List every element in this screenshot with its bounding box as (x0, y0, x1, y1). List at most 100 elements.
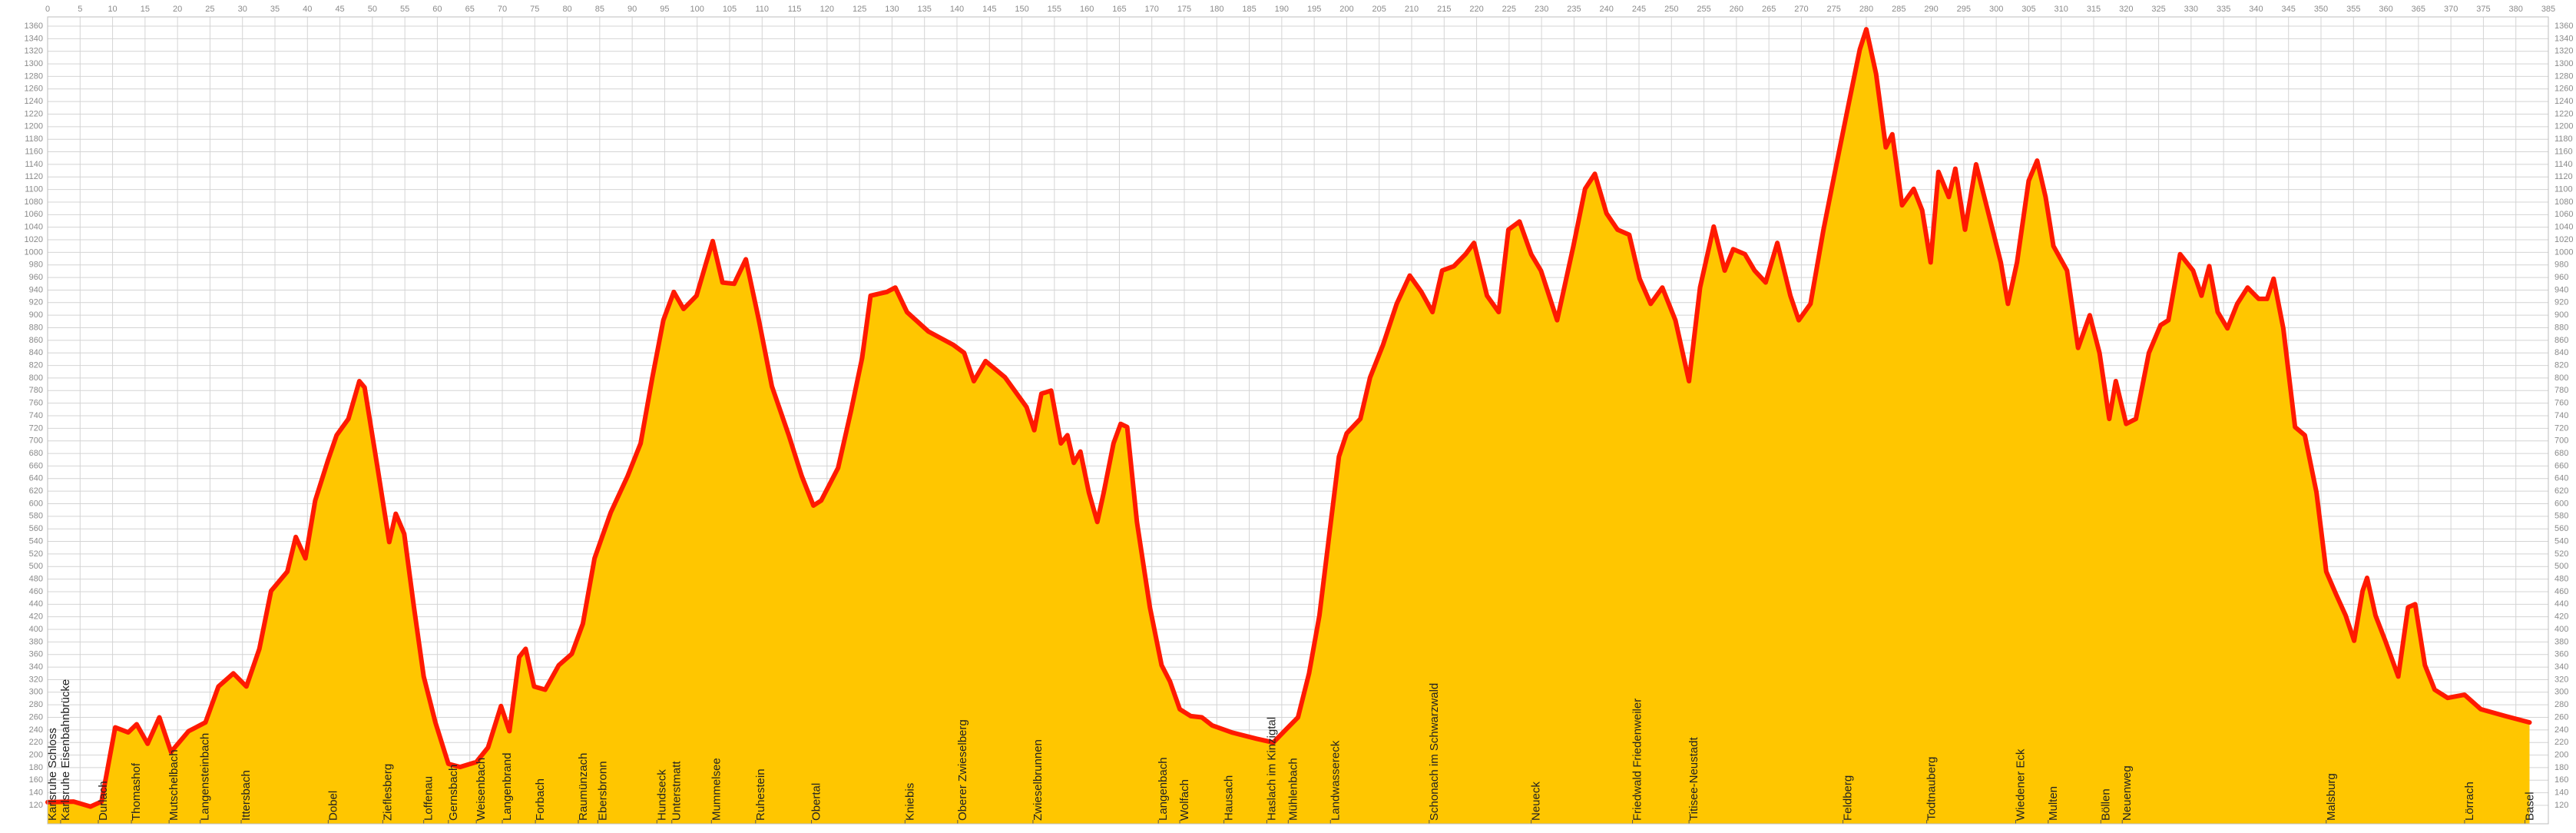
y-tick-label-right: 1320 (2554, 47, 2573, 56)
x-tick-label: 285 (1892, 5, 1906, 14)
x-tick-label: 45 (335, 5, 344, 14)
x-tick-label: 205 (1372, 5, 1386, 14)
place-label: Ittersbach (240, 770, 253, 821)
y-tick-label-right: 140 (2554, 788, 2568, 798)
y-tick-label-right: 900 (2554, 310, 2568, 320)
x-tick-label: 195 (1307, 5, 1321, 14)
place-label: Forbach (534, 778, 547, 821)
y-tick-label-right: 640 (2554, 474, 2568, 483)
y-tick-label: 880 (29, 323, 43, 332)
x-tick-label: 280 (1859, 5, 1873, 14)
x-tick-label: 240 (1600, 5, 1614, 14)
place-label: Mummelsee (710, 758, 723, 821)
y-tick-label-right: 160 (2554, 775, 2568, 785)
x-tick-label: 30 (238, 5, 247, 14)
y-tick-label-right: 340 (2554, 662, 2568, 672)
place-label: Karlsruhe Schloss (46, 728, 59, 821)
y-tick-label: 280 (29, 700, 43, 709)
place-label: Langenbrand (501, 753, 514, 821)
place-label: Haslach im Kinzigtal (1265, 717, 1278, 821)
y-tick-label: 1140 (25, 160, 43, 169)
y-tick-label-right: 1180 (2554, 134, 2573, 144)
place-label: Mühlenbach (1286, 758, 1300, 821)
y-tick-label: 760 (29, 399, 43, 408)
y-tick-label-right: 1040 (2554, 223, 2573, 232)
x-tick-label: 135 (918, 5, 932, 14)
y-tick-label-right: 1020 (2554, 235, 2573, 244)
place-label: Neueck (1530, 782, 1543, 821)
y-tick-label: 220 (29, 738, 43, 747)
y-tick-label-right: 760 (2554, 399, 2568, 408)
y-tick-label-right: 280 (2554, 700, 2568, 709)
y-tick-label: 300 (29, 688, 43, 697)
x-tick-label: 100 (690, 5, 704, 14)
place-label: Unterstmatt (670, 761, 684, 821)
y-tick-label: 1360 (25, 22, 43, 31)
y-tick-label: 460 (29, 587, 43, 596)
y-tick-label: 120 (29, 801, 43, 810)
place-label: Kniebis (903, 783, 916, 821)
y-tick-label-right: 300 (2554, 688, 2568, 697)
place-label: Wolfach (1178, 779, 1191, 821)
y-tick-label-right: 1160 (2554, 147, 2573, 156)
place-label: Friedwald Friedenweiler (1631, 699, 1644, 821)
y-tick-label: 1240 (25, 97, 43, 106)
x-tick-label: 145 (982, 5, 996, 14)
place-label: Todtnauberg (1925, 757, 1939, 821)
x-tick-label: 175 (1177, 5, 1191, 14)
x-tick-label: 115 (788, 5, 802, 14)
y-tick-label-right: 1000 (2554, 247, 2573, 257)
x-tick-label: 290 (1924, 5, 1938, 14)
x-tick-label: 70 (498, 5, 507, 14)
place-label: Wiedener Eck (2014, 748, 2027, 821)
y-tick-label: 160 (29, 775, 43, 785)
x-tick-label: 355 (2346, 5, 2360, 14)
y-tick-label-right: 180 (2554, 763, 2568, 772)
y-tick-label-right: 1260 (2554, 85, 2573, 94)
x-tick-label: 95 (660, 5, 669, 14)
y-tick-label: 480 (29, 575, 43, 584)
y-tick-label-right: 1140 (2554, 160, 2573, 169)
x-tick-label: 80 (562, 5, 571, 14)
y-tick-label-right: 1280 (2554, 71, 2573, 81)
x-tick-label: 15 (141, 5, 150, 14)
y-tick-label-right: 700 (2554, 436, 2568, 446)
x-tick-label: 20 (173, 5, 182, 14)
y-tick-label-right: 360 (2554, 650, 2568, 659)
place-label: Oberer Zwieselberg (956, 719, 969, 821)
y-tick-label-right: 1340 (2554, 34, 2573, 43)
place-label: Feldberg (1842, 775, 1855, 821)
y-tick-label: 380 (29, 637, 43, 646)
y-tick-label-right: 1240 (2554, 97, 2573, 106)
place-label: Loffenau (422, 776, 435, 821)
y-tick-label: 600 (29, 499, 43, 508)
y-tick-label-right: 120 (2554, 801, 2568, 810)
y-tick-label: 1260 (25, 85, 43, 94)
y-tick-label-right: 920 (2554, 298, 2568, 307)
y-tick-label: 1220 (25, 109, 43, 118)
y-tick-label-right: 800 (2554, 373, 2568, 383)
x-tick-label: 385 (2541, 5, 2555, 14)
x-tick-label: 90 (627, 5, 637, 14)
x-tick-label: 190 (1275, 5, 1289, 14)
y-tick-label-right: 320 (2554, 675, 2568, 684)
x-tick-label: 215 (1437, 5, 1451, 14)
x-tick-label: 375 (2476, 5, 2490, 14)
x-tick-label: 310 (2055, 5, 2068, 14)
elevation-area (48, 29, 2530, 825)
y-tick-label: 1040 (25, 223, 43, 232)
y-tick-label: 240 (29, 725, 43, 735)
x-tick-label: 270 (1794, 5, 1808, 14)
y-tick-label-right: 260 (2554, 712, 2568, 722)
y-tick-label: 640 (29, 474, 43, 483)
y-tick-label: 1340 (25, 34, 43, 43)
y-tick-label-right: 1080 (2554, 197, 2573, 207)
x-tick-label: 200 (1339, 5, 1353, 14)
y-tick-label-right: 440 (2554, 599, 2568, 609)
y-tick-label: 980 (29, 261, 43, 270)
x-tick-label: 140 (950, 5, 964, 14)
y-tick-label: 660 (29, 461, 43, 470)
place-label: Thomashof (130, 762, 143, 821)
